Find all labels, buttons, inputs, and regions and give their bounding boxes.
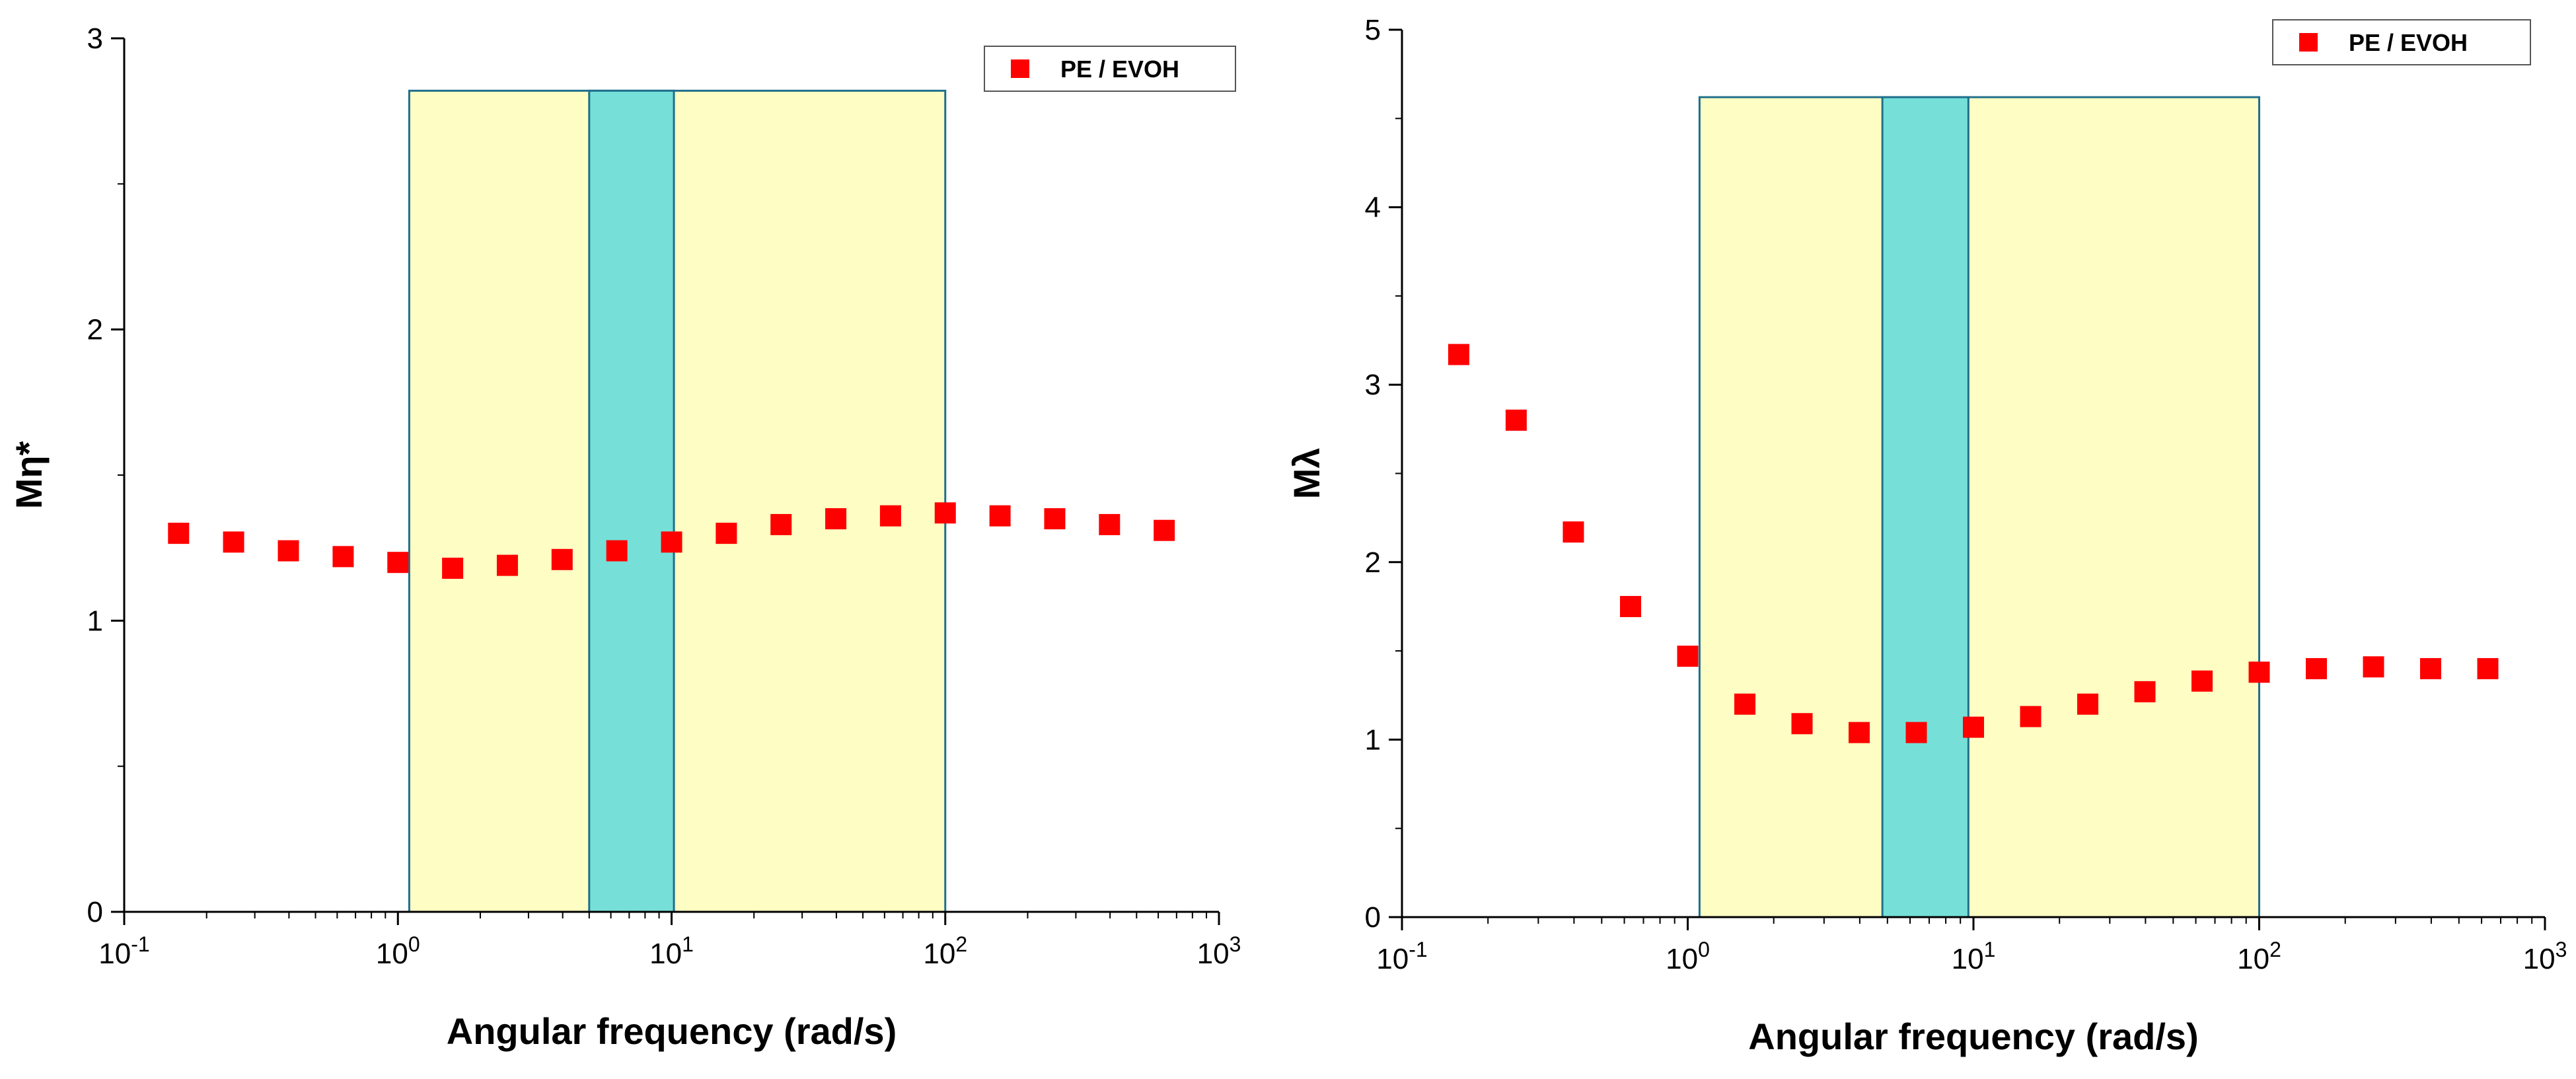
y-tick-label: 3: [1365, 369, 1381, 401]
data-point: [2306, 657, 2328, 679]
highlight-band-region: [1881, 96, 1969, 918]
legend-marker: [1011, 59, 1029, 78]
x-tick-label: 100: [1666, 938, 1710, 975]
data-point: [1620, 595, 1642, 617]
data-point: [825, 508, 847, 530]
y-tick-label: 3: [87, 22, 103, 55]
y-tick-label: 2: [87, 314, 103, 346]
data-point: [1044, 508, 1066, 530]
data-point: [716, 523, 737, 544]
data-point: [496, 554, 518, 576]
data-point: [2191, 670, 2213, 692]
data-point: [934, 502, 956, 524]
data-point: [606, 540, 628, 562]
legend-label: PE / EVOH: [1060, 56, 1179, 83]
data-point: [2077, 693, 2099, 715]
data-point: [168, 523, 190, 544]
x-tick-label: 103: [1197, 932, 1241, 970]
x-tick-label: 10-1: [1376, 938, 1427, 975]
x-tick-label: 102: [2237, 938, 2281, 975]
data-point: [1905, 722, 1927, 743]
data-point: [332, 546, 354, 568]
x-tick-label: 102: [923, 932, 967, 970]
legend-marker: [2299, 33, 2318, 52]
highlight-band-region: [588, 89, 675, 913]
y-tick-label: 4: [1365, 192, 1381, 224]
data-point: [1963, 716, 1984, 738]
data-point: [2020, 706, 2042, 727]
data-point: [2363, 656, 2384, 678]
data-point: [1099, 513, 1121, 535]
processing-window-region: [1698, 96, 2260, 918]
data-point: [1448, 344, 1469, 365]
processing-window-region: [408, 89, 947, 913]
x-axis-title: Angular frequency (rad/s): [447, 1010, 897, 1052]
x-tick-label: 101: [1952, 938, 1996, 975]
chart-relaxation-ratio: 10-1 100 101 102 103 0 1 2 3 4 5 Angular frequency …: [1286, 14, 2567, 1057]
x-tick-label: 101: [649, 932, 694, 970]
data-point: [661, 531, 682, 553]
y-tick-label: 1: [87, 605, 103, 637]
data-point: [1791, 713, 1813, 735]
y-tick-label: 2: [1365, 546, 1381, 579]
x-tick-label: 103: [2523, 938, 2567, 975]
data-point: [1848, 722, 1870, 743]
chart-complex-viscosity-ratio: 10-1 100 101 102 103 0 1 2 3 Angular frequency (r…: [8, 22, 1241, 1052]
y-tick-label: 5: [1365, 14, 1381, 46]
data-point: [2477, 657, 2499, 679]
data-point: [2248, 661, 2270, 683]
y-tick-label: 1: [1365, 724, 1381, 756]
legend-label: PE / EVOH: [2349, 29, 2468, 56]
data-point: [1734, 693, 1756, 715]
data-point: [770, 513, 792, 535]
data-point: [442, 558, 464, 579]
data-point: [1563, 521, 1584, 543]
data-point: [223, 531, 244, 553]
data-point: [1505, 409, 1527, 431]
data-point: [1677, 646, 1699, 667]
data-point: [2419, 657, 2441, 679]
data-point: [1154, 519, 1175, 541]
y-tick-label: 0: [87, 896, 103, 928]
x-axis-title: Angular frequency (rad/s): [1748, 1016, 2198, 1057]
data-point: [989, 505, 1011, 527]
y-tick-label: 0: [1365, 901, 1381, 934]
x-tick-label: 100: [376, 932, 420, 970]
x-tick-label: 10-1: [98, 932, 149, 970]
data-point: [2134, 681, 2156, 702]
y-axis-title: Mη*: [8, 441, 50, 509]
data-point: [387, 552, 409, 574]
y-axis-title: Mλ: [1286, 448, 1327, 500]
data-point: [551, 548, 573, 570]
data-point: [879, 505, 901, 527]
data-point: [277, 540, 299, 562]
